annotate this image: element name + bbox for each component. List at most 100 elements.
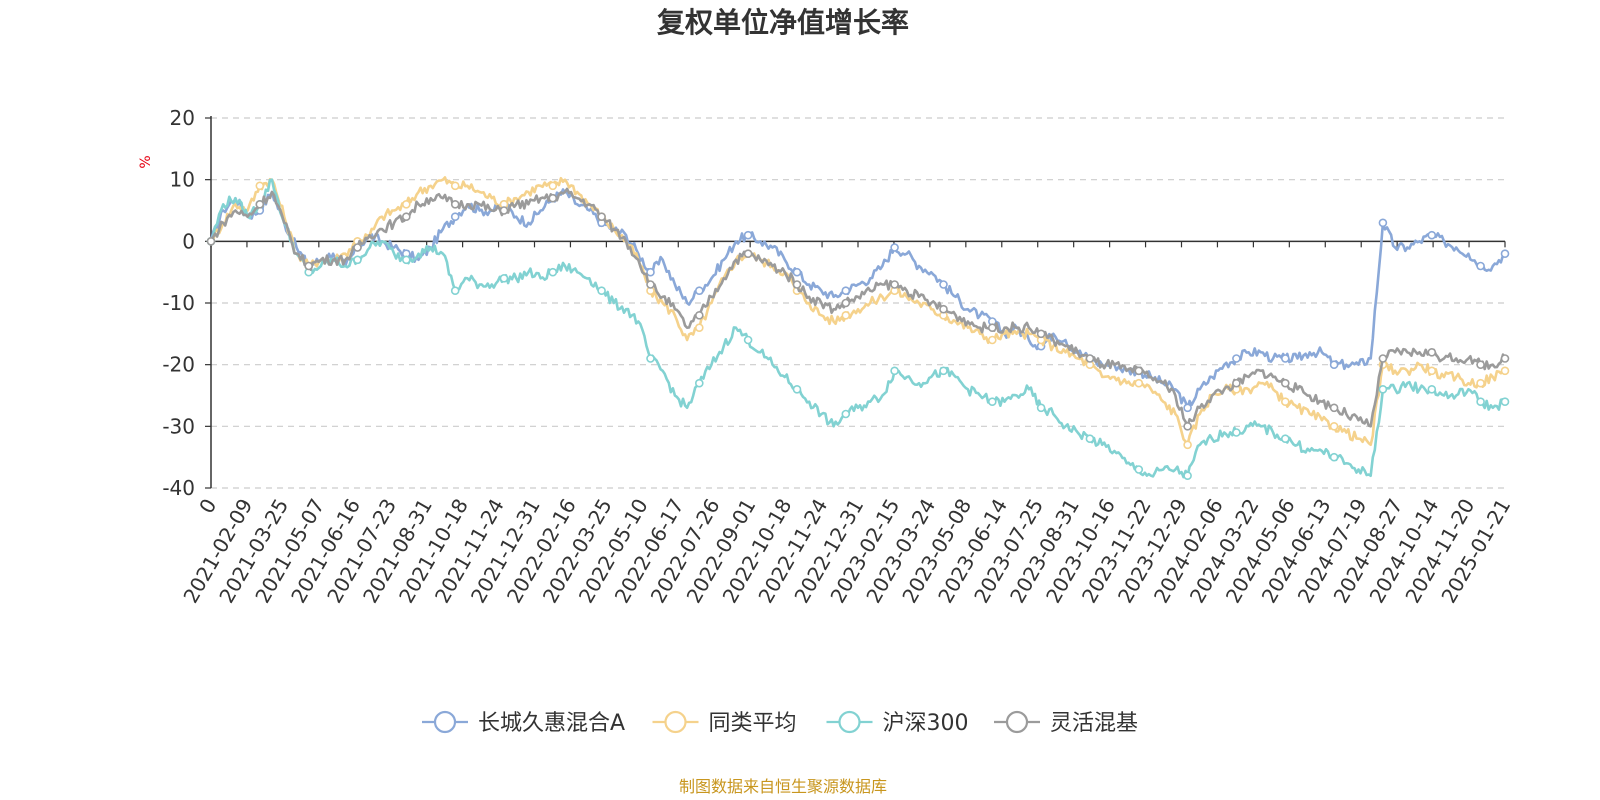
series-3-point-12 (792, 280, 802, 289)
legend-marker-0 (433, 710, 457, 734)
series-1-point-19 (1134, 378, 1144, 388)
series-3-point-13 (841, 298, 851, 308)
series-2-point-11 (743, 335, 753, 345)
series-2-point-7 (548, 267, 558, 277)
series-1-point-27 (1500, 366, 1510, 376)
x-tick-labels: 02021-02-092021-03-252021-05-072021-06-1… (178, 494, 1515, 607)
series-3-point-3 (353, 243, 362, 252)
series-3-point-9 (646, 280, 655, 289)
series-0-point-12 (792, 267, 802, 277)
legend-item-3[interactable]: 灵活混基 (994, 710, 1138, 736)
series-2-point-20 (1183, 471, 1192, 481)
series-1-point-22 (1281, 397, 1290, 407)
series-3-point-19 (1134, 366, 1144, 376)
series-1-point-10 (694, 323, 704, 333)
legend-marker-3 (1005, 710, 1029, 734)
series-2-point-22 (1281, 434, 1290, 444)
series-3-point-14 (890, 280, 899, 289)
series-0-point-10 (694, 286, 704, 296)
series-2-point-15 (939, 366, 948, 376)
series-line-3 (209, 187, 1507, 428)
series-3-point-1 (255, 200, 265, 209)
series-3-point-17 (1036, 329, 1046, 339)
series-3-point-16 (987, 323, 997, 333)
series-2-point-12 (792, 384, 802, 394)
series-2-point-21 (1232, 428, 1241, 437)
series-1-point-26 (1476, 378, 1485, 388)
series-1-point-5 (450, 181, 460, 191)
series-2-point-24 (1378, 384, 1388, 394)
series-0-point-9 (646, 267, 655, 277)
series-1-point-1 (255, 181, 265, 191)
series-0-point-13 (841, 286, 851, 296)
series-3-point-7 (548, 193, 558, 203)
series-3-point-2 (304, 261, 314, 271)
series-3-point-22 (1281, 378, 1290, 388)
series-3-point-24 (1378, 354, 1388, 363)
series-line-0 (209, 188, 1506, 410)
series-0-point-24 (1378, 218, 1388, 228)
series-2-point-18 (1085, 434, 1095, 444)
series-2-point-8 (597, 286, 606, 296)
series-3-point-26 (1476, 360, 1485, 370)
series-3-point-4 (401, 212, 411, 221)
series-1-point-4 (401, 200, 411, 209)
series-1-point-25 (1427, 366, 1437, 376)
y-tick-label-6: -40 (162, 476, 195, 500)
series-1-point-7 (548, 181, 558, 191)
legend-label-0: 长城久惠混合A (478, 711, 625, 736)
legend-label-1: 同类平均 (709, 711, 797, 736)
series-1-point-13 (841, 310, 851, 320)
grid-lines (211, 117, 1505, 489)
series-2-point-16 (987, 397, 997, 407)
series-2-point-26 (1476, 397, 1485, 407)
series-2-point-3 (353, 255, 362, 265)
series-3-point-0 (206, 237, 216, 246)
y-tick-label-4: -20 (162, 353, 195, 377)
series-0-point-11 (743, 230, 753, 240)
series-3-point-23 (1329, 403, 1339, 413)
x-tick-label-0: 0 (194, 495, 221, 518)
legend[interactable]: 长城久惠混合A 同类平均 沪深300 灵活混基 (422, 710, 1138, 736)
series-3-point-25 (1427, 347, 1437, 357)
series-2-point-13 (841, 409, 851, 419)
y-tick-labels: 20 10 0 -10 -20 -30 -40 (162, 106, 195, 500)
series-0-point-5 (450, 212, 460, 221)
series-0-point-14 (890, 243, 899, 252)
legend-marker-1 (664, 710, 687, 734)
series-3-point-21 (1232, 378, 1241, 388)
legend-item-0[interactable]: 长城久惠混合A (422, 710, 625, 736)
series-2-point-10 (694, 378, 704, 388)
series-3-point-18 (1085, 354, 1095, 363)
series-3 (206, 187, 1510, 431)
series-2-point-5 (450, 286, 460, 296)
y-tick-label-2: 0 (182, 229, 195, 253)
series-0-point-26 (1476, 261, 1485, 271)
legend-label-3: 灵活混基 (1050, 711, 1138, 736)
series-3-point-20 (1183, 421, 1192, 431)
source-note: 制图数据来自恒生聚源数据库 (679, 777, 887, 796)
legend-item-1[interactable]: 同类平均 (652, 710, 797, 736)
series-2-point-19 (1134, 465, 1144, 474)
series-1 (206, 176, 1510, 450)
series-2-point-17 (1036, 403, 1046, 413)
y-tick-label-1: 10 (170, 168, 195, 192)
series-2-point-23 (1329, 452, 1339, 462)
series-0-point-15 (939, 280, 948, 289)
series-3-point-11 (743, 249, 753, 258)
y-tick-label-0: 20 (170, 106, 195, 130)
series-1-point-23 (1329, 421, 1339, 431)
y-axis-unit: % (138, 155, 154, 168)
series-2-point-4 (401, 255, 411, 265)
series-2-point-25 (1427, 384, 1437, 394)
series-3-point-15 (939, 304, 948, 314)
series-3-point-27 (1500, 354, 1510, 363)
y-tick-label-5: -30 (162, 414, 195, 438)
series-0-point-25 (1427, 230, 1437, 240)
legend-marker-2 (838, 710, 861, 734)
legend-item-2[interactable]: 沪深300 (826, 710, 969, 736)
series-2-point-27 (1500, 397, 1510, 407)
series-2-point-14 (890, 366, 899, 376)
series-line-1 (210, 176, 1506, 447)
